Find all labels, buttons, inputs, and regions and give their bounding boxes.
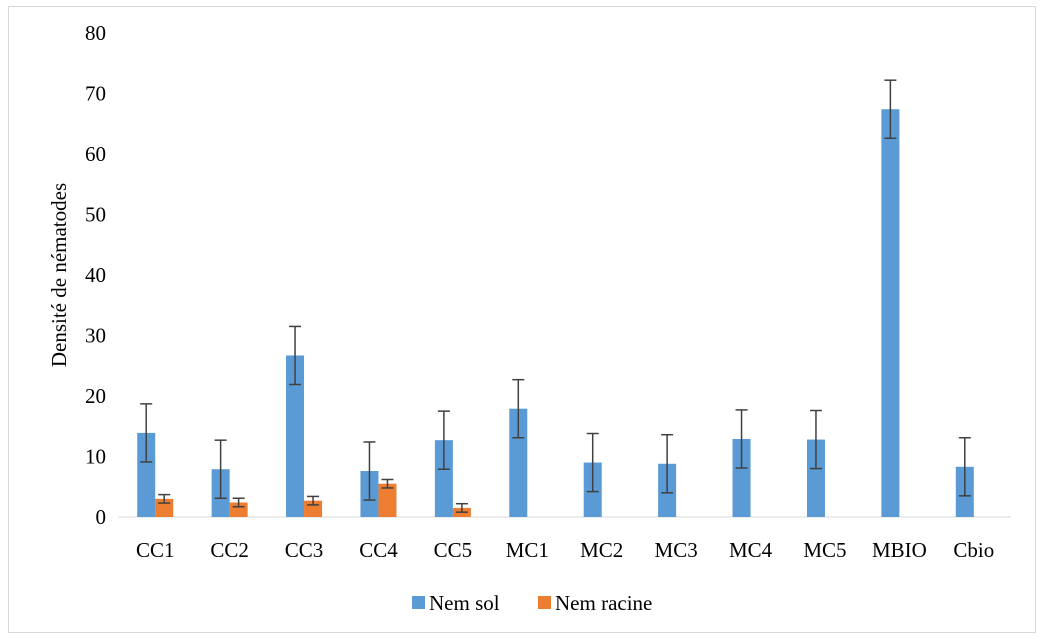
y-tick-label: 0 — [96, 505, 107, 529]
x-tick-label: CC2 — [210, 538, 249, 562]
x-tick-label: MC3 — [655, 538, 698, 562]
x-tick-label: MC5 — [803, 538, 846, 562]
bar-nem-sol-cc3 — [286, 355, 305, 517]
error-bars — [140, 79, 971, 513]
legend-swatch — [538, 596, 551, 609]
y-axis-ticks: 0 10 20 30 40 50 60 70 80 — [85, 21, 106, 529]
x-tick-label: MC4 — [729, 538, 773, 562]
y-tick-label: 80 — [85, 21, 106, 45]
legend: Nem sol Nem racine — [412, 591, 652, 615]
chart-frame — [8, 6, 1036, 633]
y-tick-label: 20 — [85, 384, 106, 408]
x-tick-label: CC4 — [359, 538, 398, 562]
bar-nem-sol-mbio — [881, 109, 900, 517]
y-axis-title: Densité de nématodes — [47, 183, 71, 367]
y-tick-label: 70 — [85, 82, 106, 106]
x-axis-ticks: CC1 CC2 CC3 CC4 CC5 MC1 MC2 MC3 MC4 MC5 MBIO Cbio — [136, 538, 994, 562]
legend-swatch — [412, 596, 425, 609]
legend-label: Nem sol — [429, 591, 500, 615]
bar-nem-sol-mc4 — [732, 438, 751, 517]
x-tick-label: MBIO — [872, 538, 927, 562]
bar-nem-racine-cc4 — [378, 483, 397, 517]
x-tick-label: CC5 — [434, 538, 473, 562]
bars — [137, 109, 974, 517]
y-tick-label: 40 — [85, 263, 106, 287]
bar-nem-sol-cc5 — [434, 440, 453, 517]
legend-label: Nem racine — [555, 591, 652, 615]
y-tick-label: 30 — [85, 324, 106, 348]
y-tick-label: 50 — [85, 203, 106, 227]
bar-nem-sol-cc1 — [137, 432, 156, 517]
x-tick-label: CC3 — [285, 538, 324, 562]
x-tick-label: MC1 — [506, 538, 549, 562]
x-tick-label: MC2 — [580, 538, 623, 562]
bar-nem-sol-mc5 — [806, 439, 825, 517]
y-tick-label: 60 — [85, 142, 106, 166]
x-tick-label: CC1 — [136, 538, 175, 562]
y-tick-label: 10 — [85, 445, 106, 469]
bar-nem-sol-mc1 — [509, 408, 528, 517]
x-tick-label: Cbio — [953, 538, 994, 562]
